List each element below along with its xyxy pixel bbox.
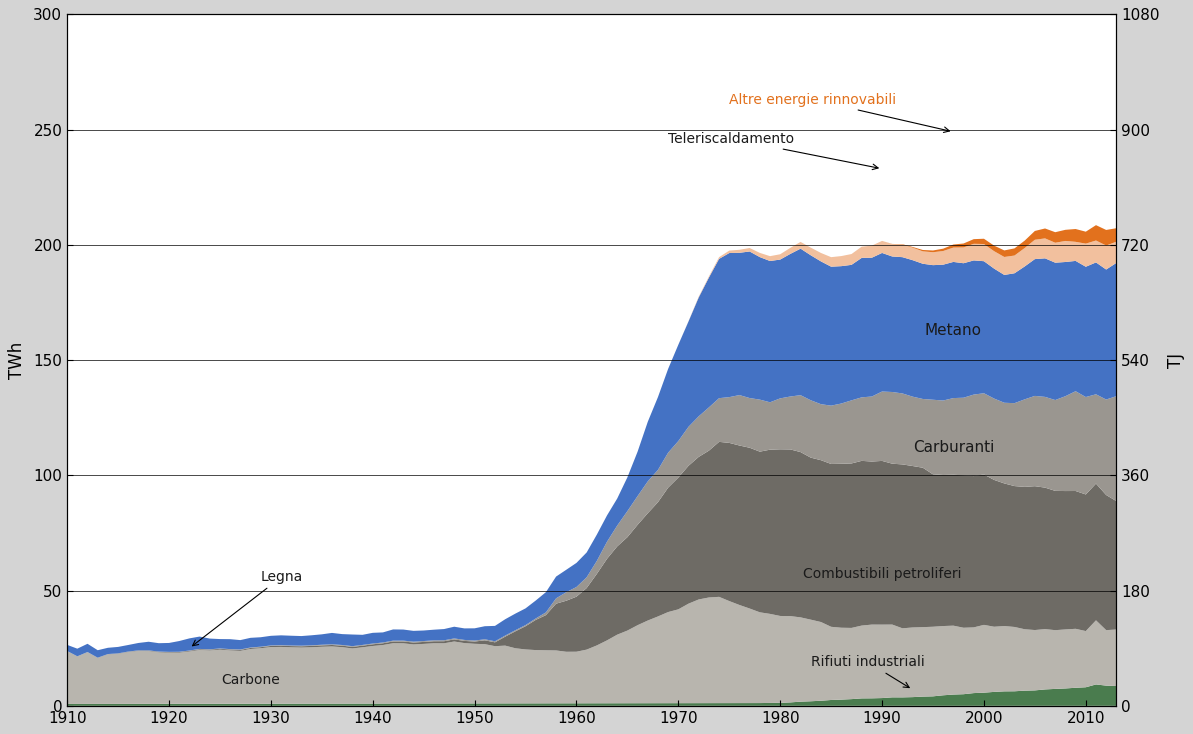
- Text: Altre energie rinnovabili: Altre energie rinnovabili: [729, 92, 950, 132]
- Y-axis label: TWh: TWh: [8, 341, 26, 379]
- Y-axis label: TJ: TJ: [1167, 352, 1185, 368]
- Text: Teleriscaldamento: Teleriscaldamento: [668, 132, 878, 170]
- Text: Legna: Legna: [192, 570, 303, 646]
- Text: Combustibili petroliferi: Combustibili petroliferi: [803, 567, 962, 581]
- Text: Carbone: Carbone: [221, 674, 280, 688]
- Text: Elettricità: Elettricità: [921, 214, 1006, 229]
- Text: Rifiuti industriali: Rifiuti industriali: [811, 655, 925, 688]
- Text: Carburanti: Carburanti: [913, 440, 994, 455]
- Text: Metano: Metano: [925, 323, 982, 338]
